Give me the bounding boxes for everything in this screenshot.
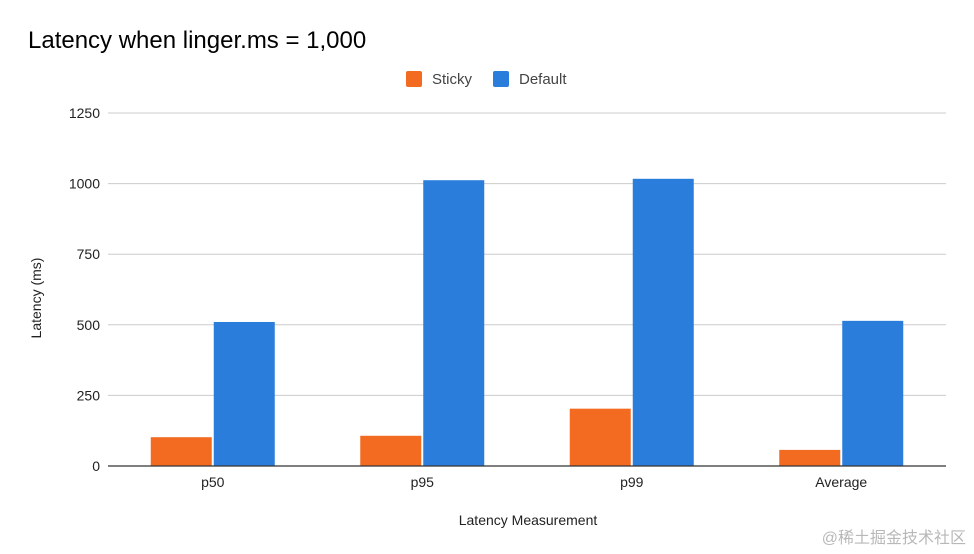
- y-tick-label: 750: [77, 246, 101, 262]
- x-tick-label: p99: [620, 474, 644, 490]
- legend-swatch-sticky: [406, 71, 422, 87]
- y-tick-label: 1250: [69, 105, 100, 121]
- legend-label-sticky: Sticky: [432, 71, 473, 88]
- bar-default-average: [842, 320, 904, 466]
- watermark-text: @稀土掘金技术社区: [822, 529, 966, 547]
- y-tick-label: 1000: [69, 176, 100, 192]
- chart-title: Latency when linger.ms = 1,000: [28, 27, 366, 54]
- bar-sticky-p99: [569, 408, 631, 466]
- bar-sticky-p95: [360, 435, 422, 466]
- legend-label-default: Default: [519, 71, 567, 88]
- y-tick-label: 0: [92, 458, 100, 474]
- bars: [150, 178, 904, 467]
- x-tick-label: p50: [201, 474, 225, 490]
- y-axis-ticks: 0 250 500 750 1000 1250: [69, 105, 100, 474]
- x-axis-ticks: p50 p95 p99 Average: [201, 474, 867, 490]
- bar-default-p50: [213, 321, 275, 466]
- legend-swatch-default: [493, 71, 509, 87]
- y-tick-label: 500: [77, 317, 101, 333]
- y-axis-title: Latency (ms): [28, 258, 44, 339]
- y-tick-label: 250: [77, 387, 101, 403]
- x-tick-label: p95: [411, 474, 435, 490]
- bar-sticky-p50: [150, 437, 212, 466]
- bar-sticky-average: [779, 449, 841, 466]
- bar-default-p99: [632, 178, 694, 466]
- x-tick-label: Average: [815, 474, 867, 490]
- bar-default-p95: [423, 180, 485, 467]
- legend: Sticky Default: [406, 71, 567, 88]
- x-axis-title: Latency Measurement: [459, 512, 598, 528]
